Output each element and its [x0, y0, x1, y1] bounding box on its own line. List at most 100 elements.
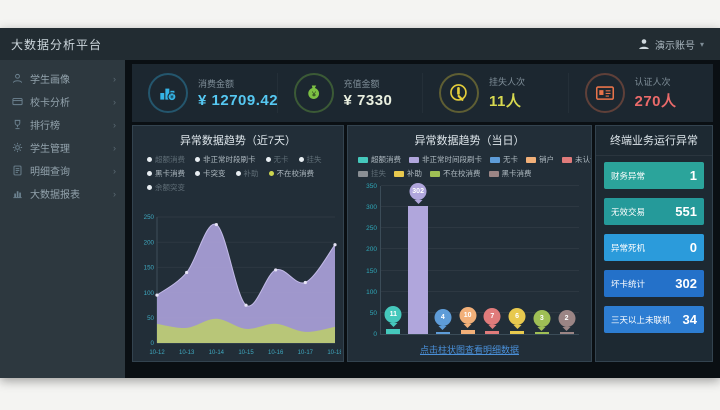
kpi-value: ¥ 12709.42	[198, 92, 279, 109]
kpi-card-1: ¥ 充值金额 ¥ 7330	[276, 73, 423, 113]
legend-swatch-icon	[409, 156, 419, 163]
legend-item[interactable]: 不在校消费	[430, 168, 481, 179]
legend-item[interactable]: 黑卡消费	[488, 168, 532, 179]
stat-label: 三天以上未联机	[611, 314, 671, 325]
kpi-text: 认证人次 270人	[635, 75, 677, 111]
legend-label: 未认证卡	[575, 155, 591, 164]
terminal-stat-2: 异常死机 0	[604, 234, 704, 261]
gridline	[381, 206, 579, 208]
svg-text:100: 100	[144, 290, 155, 297]
terminal-stat-0: 财务异常 1	[604, 162, 704, 189]
legend-item[interactable]: 销户	[526, 154, 554, 165]
bar-marker-0: 11	[384, 306, 402, 324]
legend-item[interactable]: 补助	[394, 168, 422, 179]
svg-text:10-13: 10-13	[179, 350, 195, 356]
sidebar-item-5[interactable]: 大数据报表 ›	[0, 182, 125, 205]
legend-item[interactable]: 无卡	[265, 154, 289, 165]
legend-item[interactable]: 未认证卡	[562, 154, 591, 165]
kpi-card-3: 认证人次 270人	[567, 73, 714, 113]
auth-icon	[584, 73, 625, 113]
legend-label: 黑卡消费	[501, 169, 532, 178]
kpi-text: 消费金额 ¥ 12709.42	[198, 77, 279, 109]
legend-label: 黑卡消费	[155, 169, 185, 178]
legend-item[interactable]: 卡突变	[195, 168, 226, 179]
y-axis-tick: 0	[373, 331, 377, 338]
svg-text:50: 50	[147, 315, 154, 322]
user-name: 演示账号	[654, 40, 695, 52]
legend-label: 补助	[407, 169, 422, 178]
legend-dot-icon	[268, 171, 274, 176]
sidebar-item-label: 校卡分析	[30, 98, 70, 109]
area-legend-row: 黑卡消费 卡突变 补助 不在校消费	[147, 168, 335, 179]
bar-4[interactable]: 7	[481, 186, 503, 334]
sidebar-item-1[interactable]: 校卡分析 ›	[0, 90, 125, 113]
legend-dot-icon	[147, 157, 152, 162]
bar-legend-row: 超额消费 非正常时间段刷卡 无卡 销户 未认证卡	[358, 154, 591, 165]
legend-item[interactable]: 挂失	[298, 154, 322, 165]
svg-text:¥: ¥	[312, 91, 316, 99]
legend-item[interactable]: 挂失	[358, 168, 386, 179]
kpi-value: ¥ 7330	[343, 92, 393, 109]
sidebar-item-4[interactable]: 明细查询 ›	[0, 159, 125, 182]
sidebar-item-3[interactable]: 学生管理 ›	[0, 136, 125, 159]
area-legend-row: 超额消费 非正常时段刷卡 无卡 挂失	[147, 154, 335, 165]
loss-icon	[439, 73, 479, 113]
legend-swatch-icon	[358, 170, 368, 177]
stat-value: 551	[675, 204, 697, 219]
bar-5[interactable]: 6	[506, 186, 528, 334]
legend-item[interactable]: 非正常时间段刷卡	[409, 154, 482, 165]
stat-value: 302	[675, 276, 697, 291]
kpi-text: 挂失人次 11人	[489, 75, 525, 111]
legend-item[interactable]: 超额消费	[147, 154, 185, 165]
legend-dot-icon	[195, 171, 200, 176]
svg-text:200: 200	[144, 239, 155, 246]
bar-marker-7: 2	[558, 310, 576, 328]
legend-item[interactable]: 黑卡消费	[147, 168, 185, 179]
legend-swatch-icon	[394, 170, 404, 177]
legend-item[interactable]: 余额突变	[147, 182, 185, 193]
legend-item[interactable]: 非正常时段刷卡	[195, 154, 256, 165]
legend-label: 非正常时间段刷卡	[422, 155, 482, 164]
sidebar-item-2[interactable]: 排行榜 ›	[0, 113, 125, 136]
kpi-label: 认证人次	[634, 77, 671, 87]
panel-trend-7days: 异常数据趋势（近7天） 超额消费 非正常时段刷卡 无卡 挂失 黑卡消费 卡突变 补助 不在校消…	[132, 125, 344, 362]
bar-0[interactable]: 11	[382, 186, 404, 334]
top-navbar: 大数据分析平台 演示账号 ▾	[0, 28, 720, 60]
legend-item[interactable]: 补助	[235, 168, 259, 179]
bar-6[interactable]: 3	[531, 186, 553, 334]
gridline	[381, 185, 579, 186]
legend-dot-icon	[235, 171, 241, 176]
bar-chart-legend: 超额消费 非正常时间段刷卡 无卡 销户 未认证卡挂失 补助 不在校消费 黑卡消费	[348, 152, 591, 179]
bar-7[interactable]: 2	[556, 186, 578, 334]
bar-3[interactable]: 10	[457, 186, 479, 334]
kpi-value: 270人	[634, 93, 677, 110]
sidebar-item-0[interactable]: 学生画像 ›	[0, 67, 125, 90]
bar-marker-5: 6	[508, 308, 526, 326]
bar-chart-detail-link[interactable]: 点击柱状图查看明细数据	[419, 345, 519, 355]
y-axis-tick: 50	[369, 309, 377, 317]
panels-row: 异常数据趋势（近7天） 超额消费 非正常时段刷卡 无卡 挂失 黑卡消费 卡突变 补助 不在校消…	[132, 125, 713, 362]
kpi-label: 充值金额	[343, 79, 380, 89]
bar-1[interactable]: 302	[407, 183, 429, 334]
panel-title-terminal: 终端业务运行异常	[596, 126, 712, 156]
bar-legend-row: 挂失 补助 不在校消费 黑卡消费	[358, 168, 585, 179]
stat-value: 1	[689, 168, 697, 183]
legend-item[interactable]: 超额消费	[358, 154, 401, 165]
terminal-stat-rows: 财务异常 1 无效交易 551 异常死机 0 坏卡统计 302 三天以上未联机 34	[596, 156, 712, 333]
user-menu[interactable]: 演示账号 ▾	[638, 37, 704, 52]
doc-icon	[12, 165, 23, 176]
terminal-stat-1: 无效交易 551	[604, 198, 704, 225]
y-axis-tick: 200	[366, 246, 377, 254]
gridline	[381, 269, 579, 271]
legend-label: 不在校消费	[443, 169, 481, 178]
legend-item[interactable]: 无卡	[490, 154, 518, 165]
y-axis-tick: 350	[366, 183, 377, 190]
svg-text:10-16: 10-16	[268, 350, 284, 356]
bars-container: 11 302 4 10 7 6 3 2	[381, 183, 579, 334]
legend-dot-icon	[147, 185, 152, 190]
legend-dot-icon	[147, 171, 152, 176]
bar-2[interactable]: 4	[432, 186, 454, 334]
app-window: 大数据分析平台 演示账号 ▾ 学生画像 › 校卡分析 › 排行榜 › 学生管理 › 明细查询 › 大…	[0, 28, 720, 378]
legend-item[interactable]: 不在校消费	[268, 168, 314, 179]
svg-text:150: 150	[144, 265, 155, 272]
